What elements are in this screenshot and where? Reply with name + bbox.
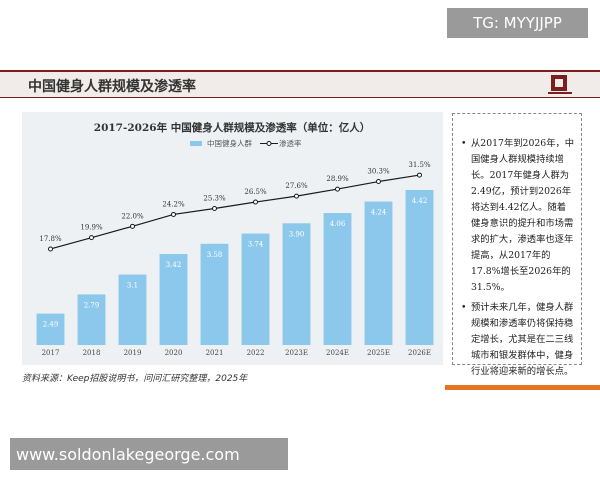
- bar: [405, 189, 434, 345]
- x-tick-label: 2019: [124, 349, 142, 357]
- line-marker: [294, 193, 299, 199]
- note: 从2017年到2026年，中国健身人群规模持续增长。2017年健身人群为2.49…: [461, 136, 575, 296]
- x-tick-label: 2017: [42, 349, 60, 357]
- bar-value-label: 4.24: [371, 209, 387, 217]
- bar-value-label: 2.79: [84, 301, 100, 309]
- header-title: 中国健身人群规模及渗透率: [28, 79, 196, 95]
- bar: [36, 313, 65, 345]
- bar-value-label: 2.49: [43, 321, 59, 329]
- line-value-label: 27.6%: [285, 182, 308, 190]
- watermark: www.soldonlakegeorge.com: [10, 438, 288, 470]
- line-value-label: 31.5%: [408, 161, 431, 169]
- line-value-label: 17.8%: [39, 235, 62, 243]
- line-value-label: 25.3%: [203, 195, 226, 203]
- legend-label: 中国健身人群: [207, 138, 252, 148]
- bar: [200, 243, 229, 345]
- bar: [364, 201, 393, 345]
- source: 资料来源：Keep招股说明书，问问汇研究整理，2025年: [22, 374, 248, 384]
- bar: [323, 213, 352, 345]
- note: 预计未来几年，健身人群规模和渗透率仍将保持稳定增长，尤其是在二三线城市和银发群体…: [461, 300, 575, 380]
- line-value-label: 22.0%: [121, 212, 144, 220]
- bar-value-label: 3.42: [166, 261, 182, 269]
- line-value-label: 26.5%: [244, 188, 267, 196]
- bar: [77, 294, 106, 345]
- bar-value-label: 3.90: [289, 230, 305, 238]
- line-value-label: 30.3%: [367, 168, 390, 176]
- line-marker: [335, 186, 340, 192]
- line-value-label: 24.2%: [162, 200, 185, 208]
- bar-value-label: 3.58: [207, 251, 223, 259]
- x-tick-label: 2018: [83, 349, 101, 357]
- bar-value-label: 4.42: [412, 197, 428, 205]
- x-tick-label: 2025E: [367, 349, 390, 357]
- bar: [159, 254, 188, 345]
- x-tick-label: 2021: [206, 349, 224, 357]
- line-value-label: 19.9%: [80, 224, 103, 232]
- chart-title: 2017-2026年 中国健身人群规模及渗透率（单位：亿人）: [94, 121, 370, 134]
- accent-rule: [445, 385, 600, 390]
- x-tick-label: 2024E: [326, 349, 349, 357]
- line-marker: [130, 223, 135, 229]
- line-value-label: 28.9%: [326, 175, 349, 183]
- x-tick-label: 2026E: [408, 349, 431, 357]
- line: [50, 174, 420, 250]
- logo: [548, 75, 572, 94]
- legend-swatch: [190, 141, 202, 146]
- bar-value-label: 4.06: [330, 220, 346, 228]
- watermark: TG: MYYJJPP: [447, 8, 588, 38]
- legend-label: 渗透率: [279, 138, 302, 148]
- x-tick-label: 2022: [247, 349, 265, 357]
- line-marker: [89, 235, 94, 241]
- x-tick-label: 2023E: [285, 349, 308, 357]
- bar: [282, 223, 311, 345]
- bar-value-label: 3.1: [127, 282, 138, 290]
- bar: [118, 274, 147, 345]
- line-marker: [212, 206, 217, 212]
- line-marker: [417, 172, 422, 178]
- line-marker: [376, 179, 381, 185]
- header-bar: 中国健身人群规模及渗透率: [0, 70, 600, 98]
- x-tick-label: 2020: [165, 349, 183, 357]
- legend-swatch: [266, 141, 272, 146]
- bar-value-label: 3.74: [248, 241, 264, 249]
- chart: 2017-2026年 中国健身人群规模及渗透率（单位：亿人） 中国健身人群 渗透率…: [22, 112, 443, 365]
- bar: [241, 233, 270, 345]
- line-marker: [171, 211, 176, 217]
- line-marker: [48, 246, 53, 252]
- line-marker: [253, 199, 258, 205]
- notes: 从2017年到2026年，中国健身人群规模持续增长。2017年健身人群为2.49…: [452, 113, 582, 377]
